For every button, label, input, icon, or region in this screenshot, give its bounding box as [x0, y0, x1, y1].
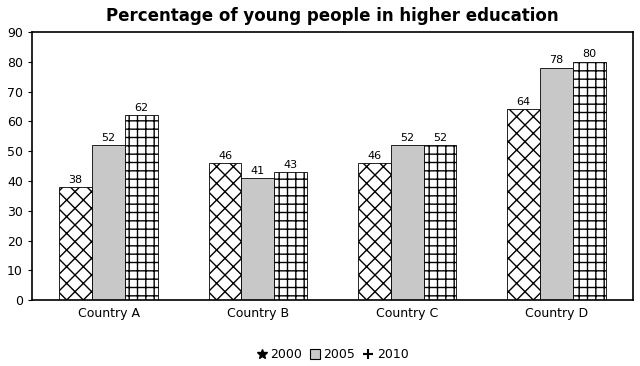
Text: 52: 52 — [433, 133, 447, 143]
Bar — [209, 163, 241, 300]
Bar — [573, 62, 605, 300]
Bar — [60, 187, 92, 300]
Text: 43: 43 — [284, 160, 298, 170]
Bar — [125, 115, 158, 300]
Bar — [424, 145, 456, 300]
Bar — [540, 68, 573, 300]
Text: 41: 41 — [251, 166, 265, 176]
Text: 52: 52 — [102, 133, 116, 143]
Bar — [275, 172, 307, 300]
Text: 46: 46 — [218, 151, 232, 161]
Text: 80: 80 — [582, 49, 596, 59]
Title: Percentage of young people in higher education: Percentage of young people in higher edu… — [106, 7, 559, 25]
Text: 62: 62 — [134, 103, 148, 113]
Bar — [507, 109, 540, 300]
Text: 64: 64 — [516, 97, 531, 107]
Text: 46: 46 — [367, 151, 381, 161]
Bar — [391, 145, 424, 300]
Text: 38: 38 — [68, 175, 83, 184]
Bar — [92, 145, 125, 300]
Legend: 2000, 2005, 2010: 2000, 2005, 2010 — [252, 343, 413, 366]
Bar — [358, 163, 391, 300]
Bar — [241, 178, 275, 300]
Text: 52: 52 — [400, 133, 414, 143]
Text: 78: 78 — [549, 55, 564, 66]
